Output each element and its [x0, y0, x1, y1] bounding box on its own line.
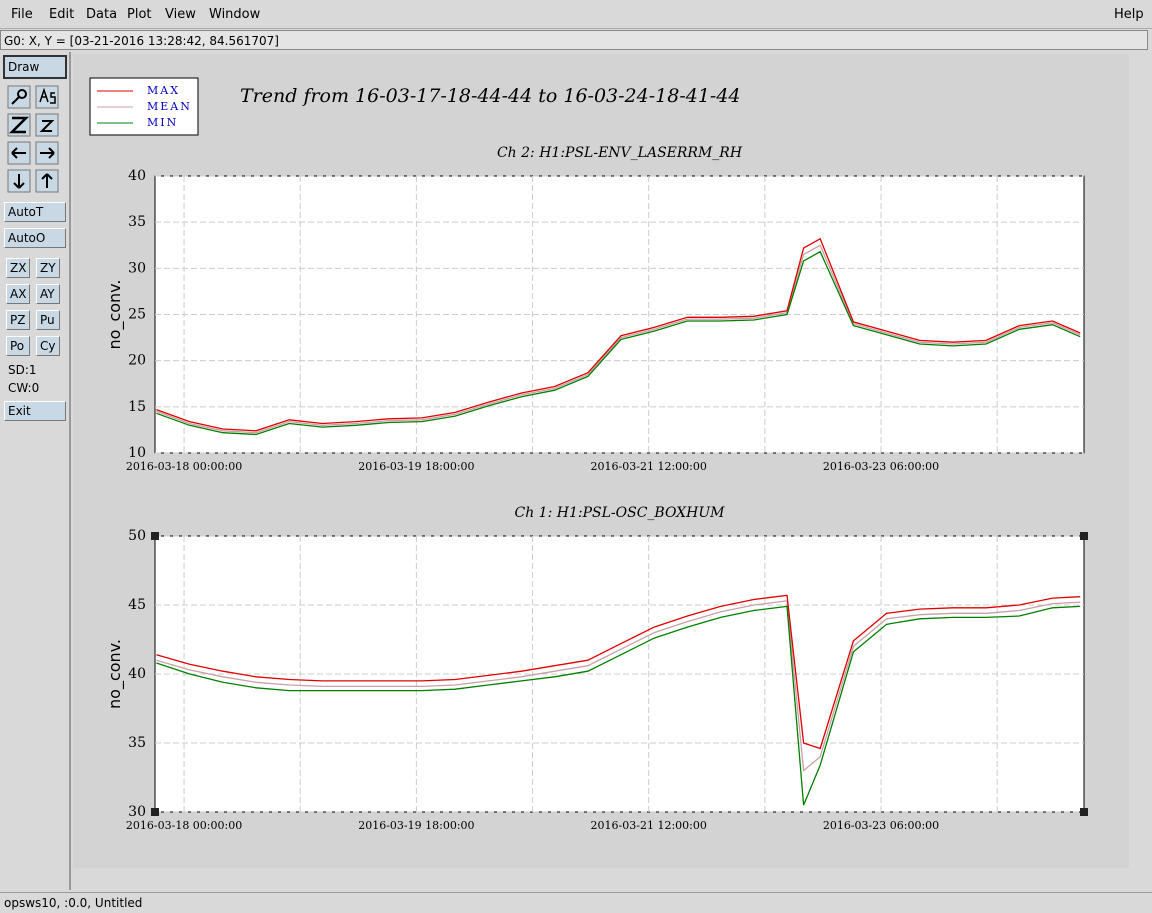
- y-tick-label: 10: [128, 445, 146, 461]
- tool-button[interactable]: PZ: [6, 310, 30, 330]
- y-tick-label: 45: [128, 597, 146, 613]
- x-tick-label: 2016-03-19 18:00:00: [358, 819, 474, 832]
- y-tick-label: 15: [128, 399, 146, 415]
- selection-handle: [1080, 808, 1088, 816]
- x-tick-label: 2016-03-21 12:00:00: [591, 819, 707, 832]
- exit-button[interactable]: Exit: [4, 401, 66, 421]
- legend-label: MIN: [147, 116, 178, 129]
- menu-item[interactable]: View: [165, 7, 196, 22]
- tool-button[interactable]: AX: [6, 284, 30, 304]
- y-tick-label: 20: [128, 353, 146, 369]
- y-tick-label: 30: [128, 260, 146, 276]
- menu-bar: File Edit Data Plot View Window Help: [0, 0, 1152, 29]
- tool-button[interactable]: Po: [6, 336, 30, 356]
- selection-handle: [1080, 532, 1088, 540]
- chart-title: Ch 1: H1:PSL-OSC_BOXHUM: [515, 505, 726, 521]
- legend-label: MAX: [147, 84, 180, 97]
- tool-button[interactable]: Cy: [36, 336, 60, 356]
- series-line: [156, 244, 1081, 434]
- series-line: [156, 594, 1081, 750]
- x-tick-label: 2016-03-23 06:00:00: [823, 460, 939, 473]
- tool-button[interactable]: AutoO: [4, 228, 66, 248]
- menu-item[interactable]: Window: [209, 7, 261, 22]
- y-tick-label: 40: [128, 666, 146, 682]
- x-tick-label: 2016-03-18 00:00:00: [126, 460, 242, 473]
- x-tick-label: 2016-03-18 00:00:00: [126, 819, 242, 832]
- footer: opsws10, :0.0, Untitled: [0, 892, 1152, 913]
- menu-item[interactable]: File: [11, 7, 33, 22]
- y-tick-label: 40: [128, 168, 146, 184]
- chart-title: Ch 2: H1:PSL-ENV_LASERRM_RH: [497, 145, 743, 161]
- series-line: [156, 250, 1081, 436]
- status-line: G0: X, Y = [03-21-2016 13:28:42, 84.5617…: [0, 30, 1148, 50]
- menu-item[interactable]: Edit: [49, 7, 75, 22]
- x-tick-label: 2016-03-21 12:00:00: [591, 460, 707, 473]
- selection-handle: [151, 532, 159, 540]
- y-tick-label: 35: [128, 735, 146, 751]
- x-tick-label: 2016-03-19 18:00:00: [358, 460, 474, 473]
- series-line: [156, 605, 1081, 806]
- draw-button[interactable]: Draw: [3, 55, 67, 79]
- y-tick-label: 35: [128, 214, 146, 230]
- y-tick-label: 30: [128, 804, 146, 820]
- legend-label: MEAN: [147, 100, 192, 113]
- counter: SD:1: [8, 363, 37, 377]
- selection-handle: [151, 808, 159, 816]
- series-line: [156, 600, 1081, 772]
- tool-button[interactable]: ZX: [6, 258, 30, 278]
- tool-button[interactable]: AutoT: [4, 202, 66, 222]
- y-tick-label: 25: [128, 307, 146, 323]
- counter: CW:0: [8, 381, 40, 395]
- tool-button[interactable]: AY: [36, 284, 60, 304]
- y-axis-label: no_conv.: [105, 280, 125, 350]
- tool-button[interactable]: Pu: [36, 310, 60, 330]
- menu-item[interactable]: Plot: [127, 7, 152, 22]
- menu-help[interactable]: Help: [1114, 7, 1144, 22]
- series-line: [156, 237, 1081, 432]
- icon-tools: [7, 85, 59, 193]
- x-tick-label: 2016-03-23 06:00:00: [823, 819, 939, 832]
- menu-item[interactable]: Data: [86, 7, 118, 22]
- y-tick-label: 50: [128, 528, 146, 544]
- plot-title: Trend from 16-03-17-18-44-44 to 16-03-24…: [240, 85, 741, 107]
- tool-button[interactable]: ZY: [36, 258, 60, 278]
- y-axis-label: no_conv.: [105, 639, 125, 709]
- tool-panel: Draw AutoT AutoO ZX ZY AX AY PZ Pu Po Cy SD:1 CW:0 E…: [0, 52, 71, 890]
